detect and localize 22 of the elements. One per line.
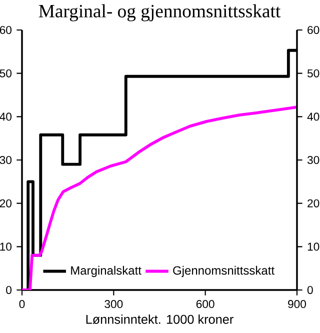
legend-label: Gjennomsnittsskatt — [173, 266, 274, 278]
y-tick-label: 0 — [6, 286, 12, 294]
x-tick-label: 900 — [288, 300, 306, 308]
y2-tick-label: 50 — [307, 69, 320, 78]
x-tick-label: 300 — [104, 300, 123, 308]
x-axis-title: Lønnsinntekt. 1000 kroner — [86, 314, 234, 324]
x-tick-label: 0 — [19, 300, 25, 308]
y-tick-label: 10 — [0, 242, 12, 251]
y2-tick-label: 10 — [308, 242, 320, 251]
y-tick-label: 40 — [0, 112, 12, 121]
y-tick-label: 60 — [0, 26, 12, 34]
x-tick-label: 600 — [196, 300, 214, 308]
y2-tick-label: 40 — [307, 112, 320, 121]
legend-label: Marginalskatt — [71, 266, 142, 278]
y2-tick-label: 20 — [308, 199, 320, 208]
y-tick-label: 30 — [0, 156, 12, 164]
chart-title: Marginal- og gjennomsnittsskatt — [38, 4, 281, 22]
y2-tick-label: 60 — [308, 26, 320, 34]
y-tick-label: 50 — [0, 69, 12, 78]
y2-tick-label: 30 — [307, 156, 320, 164]
y2-tick-label: 0 — [307, 286, 313, 294]
y-tick-label: 20 — [0, 199, 12, 208]
